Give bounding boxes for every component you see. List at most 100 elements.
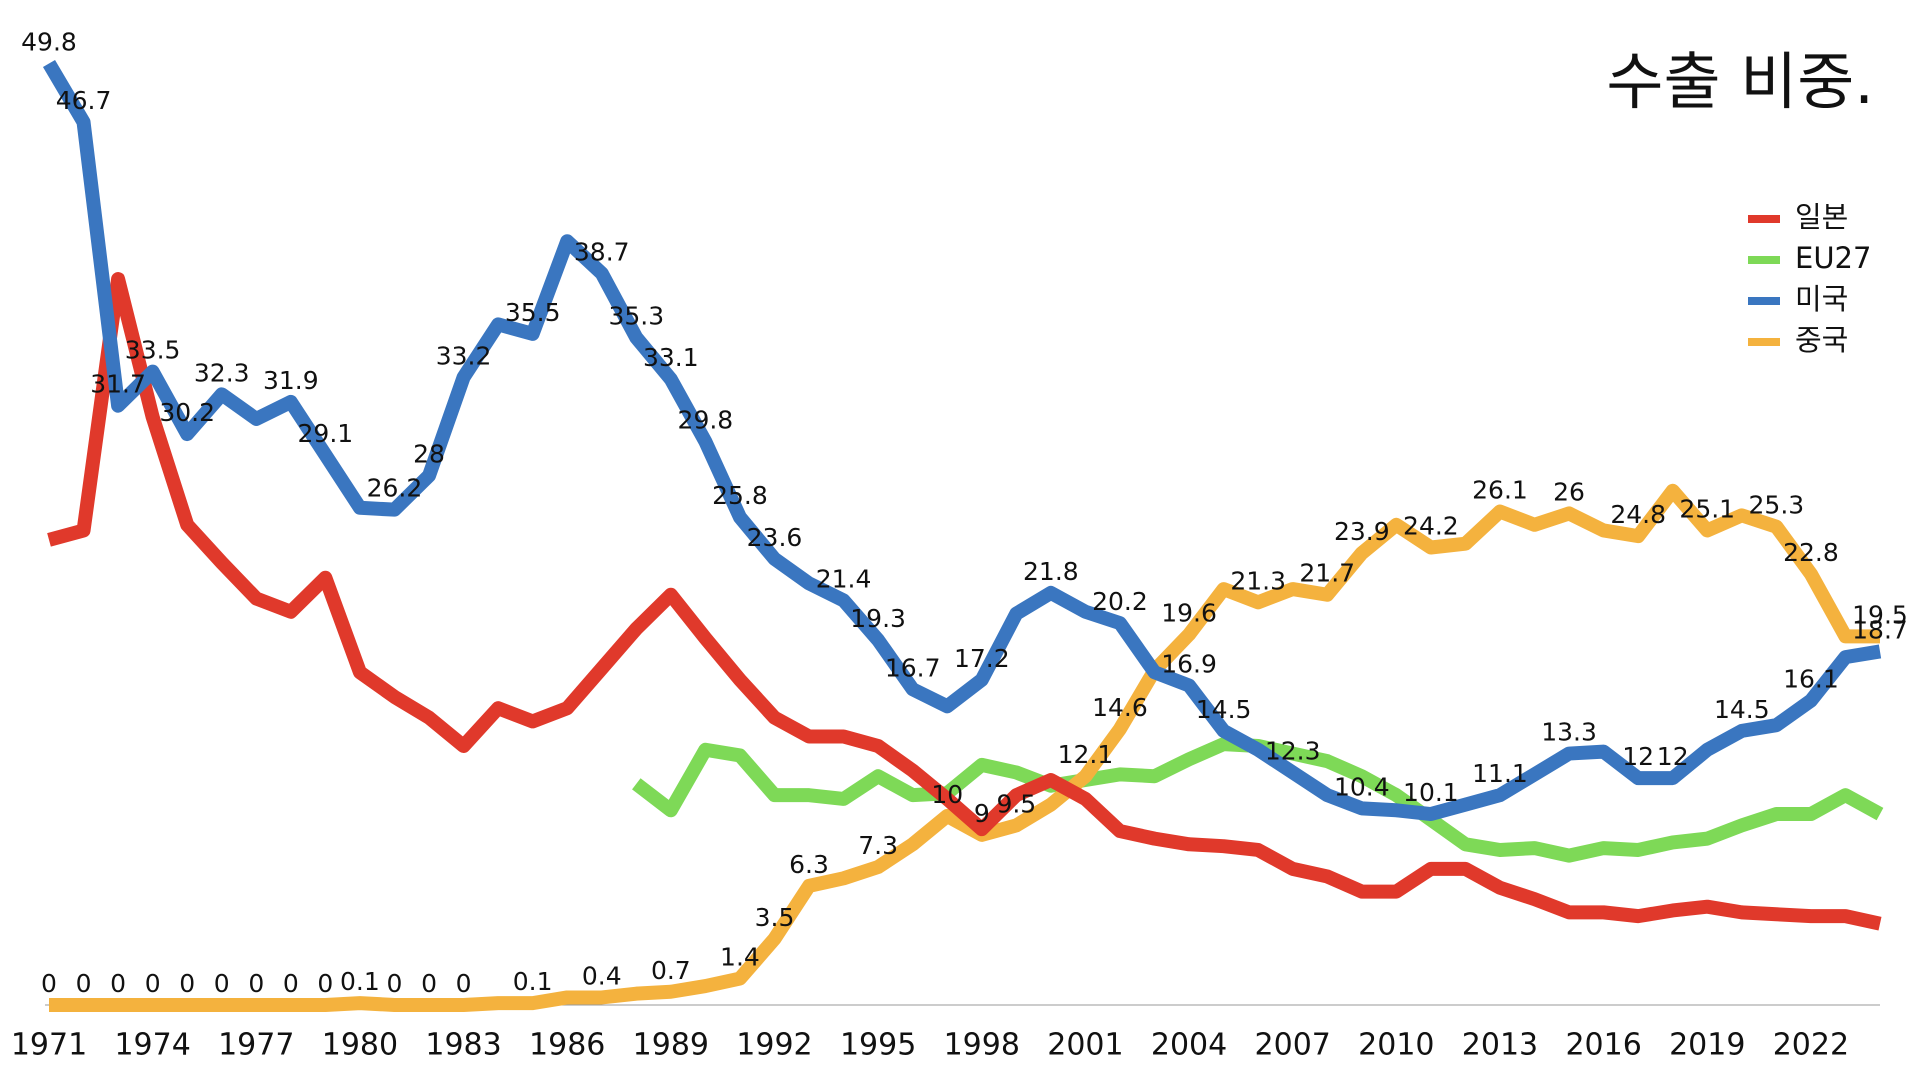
x-tick-label: 1971 (11, 1028, 87, 1063)
data-label: 6.3 (789, 850, 829, 879)
data-label: 12.3 (1265, 736, 1321, 765)
data-label: 12.1 (1058, 740, 1114, 769)
data-label: 38.7 (574, 237, 630, 266)
data-label: 9 (974, 799, 990, 828)
data-label: 0.1 (513, 967, 553, 996)
x-tick-label: 2001 (1047, 1028, 1123, 1063)
data-label: 25.1 (1679, 494, 1735, 523)
x-tick-label: 1974 (114, 1028, 190, 1063)
legend-label: 중국 (1795, 323, 1848, 357)
data-label: 49.8 (21, 27, 77, 56)
data-label: 24.8 (1610, 500, 1666, 529)
data-label: 0 (41, 969, 57, 998)
data-label: 14.5 (1196, 695, 1252, 724)
data-label: 0.4 (582, 961, 622, 990)
x-tick-label: 2022 (1773, 1028, 1849, 1063)
x-tick-label: 2019 (1669, 1028, 1745, 1063)
data-label: 26.2 (367, 474, 423, 503)
data-label: 35.5 (505, 298, 561, 327)
data-label: 21.8 (1023, 557, 1079, 586)
data-label: 12 (1622, 742, 1654, 771)
data-label: 0 (76, 969, 92, 998)
data-label: 13.3 (1541, 718, 1597, 747)
data-label: 29.1 (298, 419, 354, 448)
data-label: 20.2 (1092, 587, 1148, 616)
x-tick-label: 2016 (1565, 1028, 1641, 1063)
x-tick-label: 1983 (425, 1028, 501, 1063)
data-label: 30.2 (159, 398, 215, 427)
x-tick-label: 1986 (529, 1028, 605, 1063)
data-label: 16.7 (885, 653, 941, 682)
data-label: 22.8 (1783, 538, 1839, 567)
data-label: 3.5 (755, 903, 795, 932)
data-label: 16.9 (1161, 649, 1217, 678)
series-line (42, 59, 1882, 822)
data-label: 19.3 (850, 604, 906, 633)
legend-label: EU27 (1795, 241, 1871, 275)
x-tick-label: 1989 (633, 1028, 709, 1063)
data-label: 9.5 (996, 789, 1036, 818)
data-label: 21.7 (1299, 559, 1355, 588)
data-label: 23.9 (1334, 517, 1390, 546)
x-tick-label: 1998 (944, 1028, 1020, 1063)
data-label: 7.3 (858, 831, 898, 860)
data-label: 25.3 (1749, 491, 1805, 520)
data-label: 31.7 (90, 370, 146, 399)
data-label: 29.8 (678, 406, 734, 435)
x-tick-label: 1980 (322, 1028, 398, 1063)
data-label: 26.1 (1472, 476, 1528, 505)
data-label: 23.6 (747, 523, 803, 552)
data-label: 0 (179, 969, 195, 998)
data-label: 33.2 (436, 341, 492, 370)
data-label: 0 (110, 969, 126, 998)
x-tick-label: 2010 (1358, 1028, 1434, 1063)
data-label: 19.5 (1852, 600, 1908, 629)
data-label: 12 (1657, 742, 1689, 771)
data-label: 14.5 (1714, 695, 1770, 724)
data-label: 0 (317, 969, 333, 998)
data-label: 0 (387, 969, 403, 998)
data-label: 33.1 (643, 343, 699, 372)
data-label: 25.8 (712, 481, 768, 510)
data-label: 0 (456, 969, 472, 998)
data-label: 10.1 (1403, 778, 1459, 807)
data-label: 0 (283, 969, 299, 998)
data-label: 16.1 (1783, 665, 1839, 694)
chart-title: 수출 비중. (1606, 45, 1874, 118)
legend-label: 미국 (1795, 282, 1848, 316)
data-label: 0 (421, 969, 437, 998)
legend-label: 일본 (1795, 200, 1848, 234)
data-label: 19.6 (1161, 598, 1217, 627)
data-label: 21.4 (816, 564, 872, 593)
data-label: 18.7 (1852, 615, 1908, 644)
data-label: 0.1 (340, 967, 380, 996)
data-label: 11.1 (1472, 759, 1528, 788)
data-label: 0 (214, 969, 230, 998)
data-label: 0.7 (651, 956, 691, 985)
data-label: 46.7 (56, 86, 112, 115)
data-label: 26 (1553, 477, 1585, 506)
x-tick-label: 1992 (736, 1028, 812, 1063)
series-line (47, 272, 1882, 931)
data-label: 24.2 (1403, 511, 1459, 540)
data-label: 28 (413, 440, 445, 469)
data-label: 0 (248, 969, 264, 998)
data-label: 32.3 (194, 358, 250, 387)
data-label: 14.6 (1092, 693, 1148, 722)
data-label: 35.3 (608, 302, 664, 331)
data-label: 21.3 (1230, 566, 1286, 595)
data-label: 31.9 (263, 366, 319, 395)
data-label: 10.4 (1334, 772, 1390, 801)
data-label: 0 (145, 969, 161, 998)
data-label: 17.2 (954, 644, 1010, 673)
data-label: 1.4 (720, 943, 760, 972)
x-tick-label: 2004 (1151, 1028, 1227, 1063)
x-tick-label: 2013 (1462, 1028, 1538, 1063)
data-label: 10 (931, 780, 963, 809)
data-label: 33.5 (125, 336, 181, 365)
x-tick-label: 1995 (840, 1028, 916, 1063)
x-tick-label: 2007 (1255, 1028, 1331, 1063)
x-tick-label: 1977 (218, 1028, 294, 1063)
series-line (49, 483, 1880, 1012)
